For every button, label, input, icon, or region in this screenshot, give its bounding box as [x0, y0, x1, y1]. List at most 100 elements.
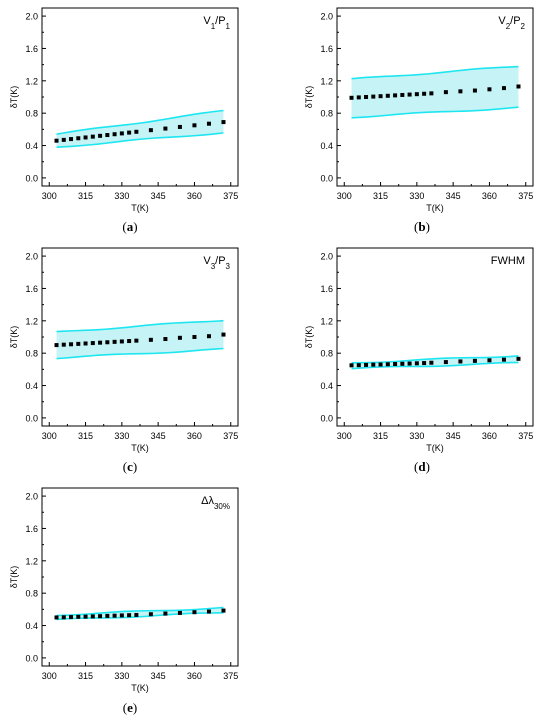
- chart-d-ylabel: δT(K): [304, 326, 314, 349]
- chart-c-annotation-part: V: [203, 255, 211, 267]
- chart-b-point-14: [472, 88, 477, 93]
- chart-e-point-3: [76, 614, 81, 619]
- chart-c-annotation-part: 3: [211, 262, 216, 271]
- chart-e-point-1: [61, 615, 66, 620]
- chart-b-annotation-part: /P: [510, 15, 520, 27]
- chart-c-xlabel: T(K): [131, 443, 149, 453]
- chart-a-point-14: [177, 124, 182, 129]
- chart-c-point-8: [112, 339, 117, 344]
- chart-d-point-6: [393, 362, 398, 367]
- chart-e-point-16: [206, 609, 211, 614]
- chart-e-ylabel: δT(K): [9, 566, 19, 589]
- chart-b-xtick-label-3: 345: [446, 191, 461, 201]
- chart-e-xtick-label-1: 315: [78, 671, 93, 681]
- caption-b: (b): [414, 219, 430, 234]
- chart-a-band-lower: [56, 132, 224, 148]
- chart-panel-c: 0.0 0.4 0.8 1.2 1.6 2.0 300 315 330 345 360 375 T(K)…: [0, 240, 250, 470]
- chart-e-xtick-label-2: 330: [114, 671, 129, 681]
- chart-d-xtick-label-0: 300: [337, 431, 352, 441]
- chart-d-point-16: [501, 357, 506, 362]
- chart-d-xlabel: T(K): [426, 443, 444, 453]
- chart-d-point-15: [487, 358, 492, 363]
- caption-d: (d): [414, 459, 430, 474]
- chart-c-annotation: V3/P3: [203, 255, 230, 271]
- chart-d-point-7: [400, 361, 405, 366]
- chart-d-point-3: [371, 362, 376, 367]
- chart-d-point-2: [364, 362, 369, 367]
- chart-c-xtick-label-2: 330: [114, 431, 129, 441]
- chart-b-band-upper: [351, 65, 519, 80]
- chart-a-annotation-part: /P: [215, 15, 225, 27]
- chart-a-svg: 0.0 0.4 0.8 1.2 1.6 2.0 300 315 330 345 360 375 T(K)…: [9, 7, 239, 213]
- chart-b-xtick-label-2: 330: [409, 191, 424, 201]
- chart-b-ytick-label-5: 2.0: [320, 12, 333, 22]
- chart-panel-e: 0.0 0.4 0.8 1.2 1.6 2.0 300 315 330 345 360 375 T(K)…: [0, 480, 250, 710]
- chart-d-point-12: [443, 360, 448, 365]
- chart-a-ytick-label-5: 2.0: [25, 12, 38, 22]
- chart-c-point-13: [163, 337, 168, 342]
- chart-e-point-2: [69, 615, 74, 620]
- chart-c-annotation-part: 3: [226, 262, 231, 271]
- chart-c-band-upper: [56, 319, 224, 333]
- chart-e-ytick-label-5: 2.0: [25, 492, 38, 502]
- chart-a-point-5: [90, 134, 95, 139]
- chart-a-point-1: [61, 137, 66, 142]
- chart-b-xtick-label-1: 315: [373, 191, 388, 201]
- chart-e-point-0: [54, 615, 59, 620]
- chart-b-xlabel: T(K): [426, 203, 444, 213]
- chart-e-ytick-label-4: 1.6: [25, 524, 38, 534]
- chart-b-xtick-label-0: 300: [337, 191, 352, 201]
- chart-b-point-3: [371, 94, 376, 99]
- chart-a-point-11: [134, 129, 139, 134]
- chart-c-ytick-label-5: 2.0: [25, 252, 38, 262]
- chart-panel-b: 0.0 0.4 0.8 1.2 1.6 2.0 300 315 330 345 360 375 T(K)…: [295, 0, 545, 230]
- chart-d-point-13: [458, 359, 463, 364]
- chart-b-point-17: [516, 84, 521, 89]
- chart-d-point-4: [378, 362, 383, 367]
- chart-a-xtick-label-3: 345: [151, 191, 166, 201]
- chart-a-ytick-label-1: 0.4: [25, 141, 38, 151]
- chart-d-point-14: [472, 358, 477, 363]
- chart-c-point-0: [54, 343, 59, 348]
- chart-e-point-4: [83, 614, 88, 619]
- chart-b-point-16: [501, 86, 506, 91]
- chart-d-annotation: FWHM: [491, 255, 525, 267]
- chart-d-xtick-label-4: 360: [482, 431, 497, 441]
- chart-c-xtick-label-3: 345: [151, 431, 166, 441]
- chart-d-ytick-label-3: 1.2: [320, 316, 333, 326]
- chart-b-point-15: [487, 87, 492, 92]
- chart-b-point-2: [364, 95, 369, 99]
- chart-d-xtick-label-3: 345: [446, 431, 461, 441]
- chart-c-ytick-label-2: 0.8: [25, 349, 38, 359]
- chart-b-xtick-label-4: 360: [482, 191, 497, 201]
- chart-e-frame: [41, 487, 239, 667]
- chart-c-ytick-label-3: 1.2: [25, 316, 38, 326]
- chart-b-band-fill: [351, 66, 519, 118]
- chart-b-point-9: [414, 92, 419, 97]
- chart-d-svg: 0.0 0.4 0.8 1.2 1.6 2.0 300 315 330 345 360 375 T(K)…: [304, 247, 534, 453]
- chart-b-point-10: [422, 91, 427, 96]
- chart-c-point-4: [83, 341, 88, 346]
- chart-b-annotation: V2/P2: [498, 15, 525, 31]
- chart-e-point-7: [105, 613, 110, 618]
- chart-d-xtick-label-1: 315: [373, 431, 388, 441]
- chart-e-ytick-label-0: 0.0: [25, 653, 38, 663]
- chart-d-ytick-label-5: 2.0: [320, 252, 333, 262]
- chart-c-xtick-label-4: 360: [187, 431, 202, 441]
- chart-c-point-17: [221, 332, 226, 337]
- chart-c-point-10: [127, 339, 132, 344]
- chart-panel-d: 0.0 0.4 0.8 1.2 1.6 2.0 300 315 330 345 360 375 T(K)…: [295, 240, 545, 470]
- chart-a-point-10: [127, 130, 132, 135]
- chart-d-annotation-part: FWHM: [491, 255, 525, 267]
- chart-c-point-1: [61, 342, 66, 347]
- chart-c-point-2: [69, 342, 74, 347]
- chart-e-annotation-part: 30%: [214, 502, 230, 511]
- chart-c-ytick-label-4: 1.6: [25, 284, 38, 294]
- chart-d-point-1: [356, 363, 361, 368]
- chart-a-xtick-label-4: 360: [187, 191, 202, 201]
- chart-b-annotation-part: 2: [506, 22, 511, 31]
- chart-b-ytick-label-0: 0.0: [320, 173, 333, 183]
- chart-c-point-7: [105, 340, 110, 345]
- chart-b-ylabel: δT(K): [304, 86, 314, 109]
- chart-e-point-15: [192, 610, 197, 615]
